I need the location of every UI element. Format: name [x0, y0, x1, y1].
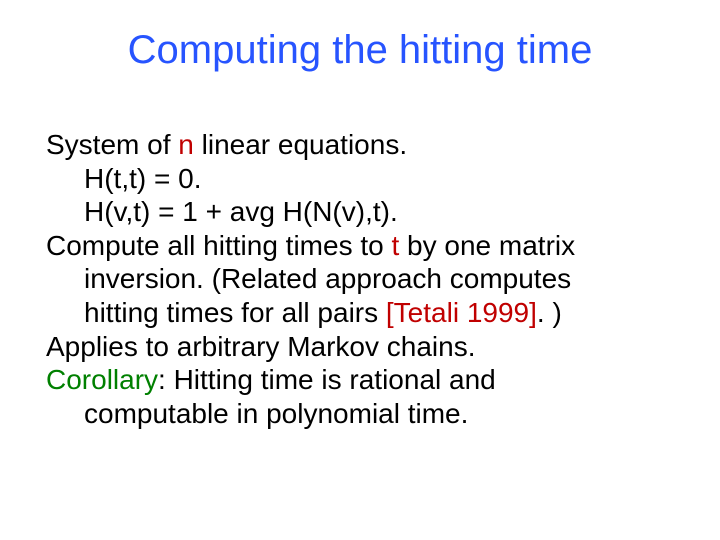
slide-title: Computing the hitting time	[0, 28, 720, 73]
text: hitting times for all pairs	[84, 297, 386, 328]
line-3: H(v,t) = 1 + avg H(N(v),t).	[46, 195, 674, 229]
line-4: Compute all hitting times to t by one ma…	[46, 229, 674, 263]
slide: Computing the hitting time System of n l…	[0, 0, 720, 540]
text: Compute all hitting times to	[46, 230, 392, 261]
corollary-label: Corollary	[46, 364, 158, 395]
text: linear equations.	[194, 129, 407, 160]
slide-body: System of n linear equations. H(t,t) = 0…	[46, 128, 674, 430]
line-9: computable in polynomial time.	[46, 397, 674, 431]
citation: [Tetali 1999]	[386, 297, 537, 328]
text: . )	[537, 297, 562, 328]
line-8: Corollary: Hitting time is rational and	[46, 363, 674, 397]
text: System of	[46, 129, 178, 160]
line-2: H(t,t) = 0.	[46, 162, 674, 196]
line-5: inversion. (Related approach computes	[46, 262, 674, 296]
var-n: n	[178, 129, 194, 160]
line-6: hitting times for all pairs [Tetali 1999…	[46, 296, 674, 330]
text: : Hitting time is rational and	[158, 364, 496, 395]
line-7: Applies to arbitrary Markov chains.	[46, 330, 674, 364]
line-1: System of n linear equations.	[46, 128, 674, 162]
text: by one matrix	[399, 230, 575, 261]
